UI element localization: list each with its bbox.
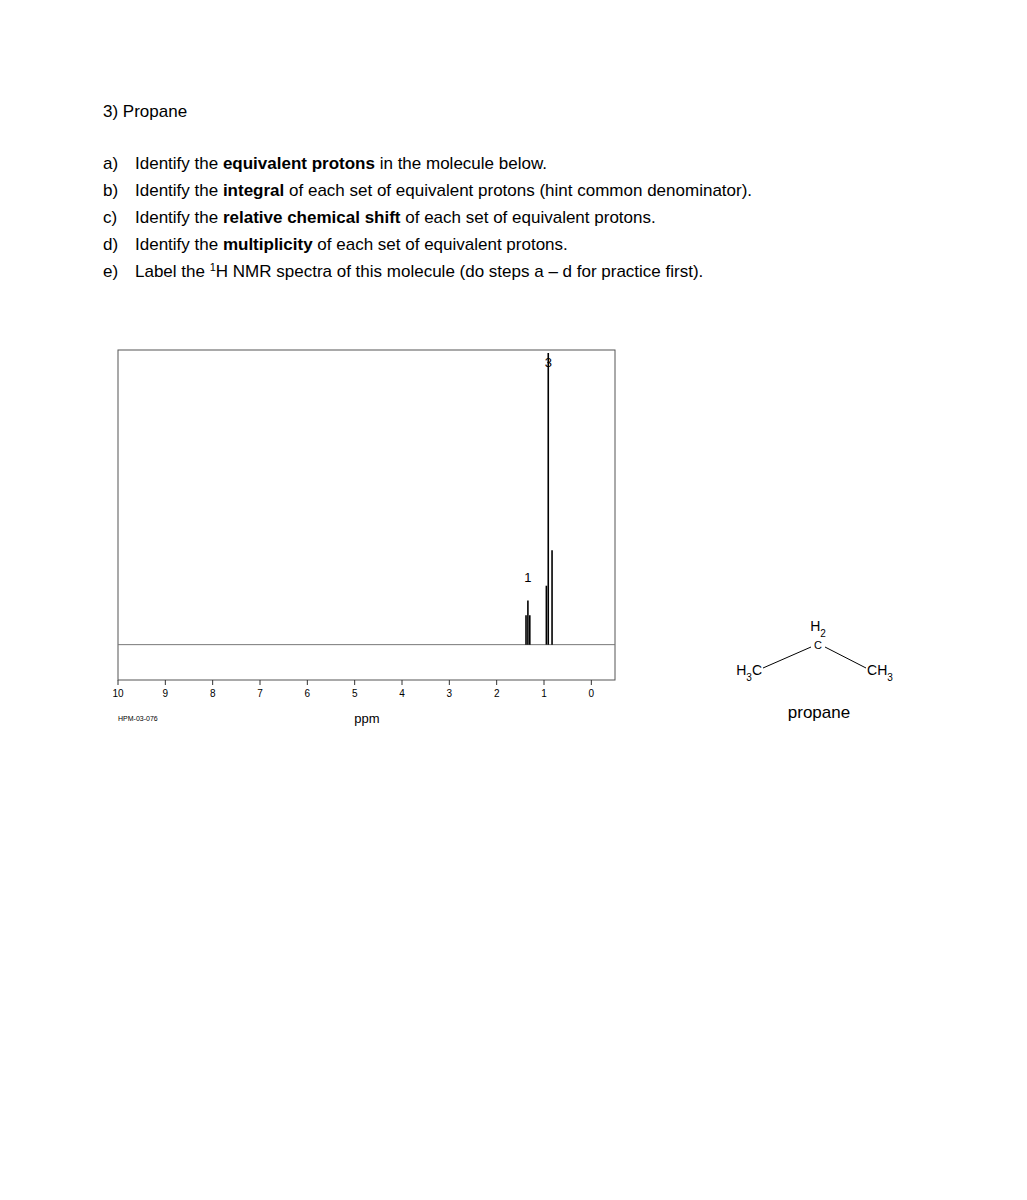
peak xyxy=(527,600,529,644)
question-part: H NMR spectra of this molecule (do steps… xyxy=(216,262,704,281)
peak xyxy=(546,586,548,645)
page: 3) Propane a) Identify the equivalent prot… xyxy=(0,0,1027,1200)
atom-right: CH3 xyxy=(867,662,893,683)
question-part: of each set of equivalent protons. xyxy=(401,208,656,227)
question-part: integral xyxy=(223,181,284,200)
question-letter: c) xyxy=(103,208,117,227)
question-part: multiplicity xyxy=(223,235,313,254)
x-tick xyxy=(307,680,308,685)
question-letter: d) xyxy=(103,235,118,254)
x-tick-label: 5 xyxy=(352,688,358,699)
question-part: relative chemical shift xyxy=(223,208,401,227)
peak xyxy=(529,615,531,644)
subscript: 3 xyxy=(887,672,893,683)
x-axis-label: ppm xyxy=(354,711,379,726)
char: H xyxy=(877,662,887,678)
question-part: of each set of equivalent protons. xyxy=(313,235,568,254)
x-tick xyxy=(212,680,213,685)
question-letter: a) xyxy=(103,154,118,173)
caption: HPM-03-076 xyxy=(118,715,158,722)
atom-center-h: H2 xyxy=(810,618,826,639)
question-text: Identify the relative chemical shift of … xyxy=(135,208,656,227)
x-tick xyxy=(354,680,355,685)
x-tick xyxy=(544,680,545,685)
question-letter: e) xyxy=(103,262,118,281)
x-tick xyxy=(496,680,497,685)
x-tick-label: 4 xyxy=(399,688,405,699)
molecule-name: propane xyxy=(788,703,850,722)
question-text: Identify the multiplicity of each set of… xyxy=(135,235,568,254)
x-tick xyxy=(591,680,592,685)
question-part: Identify the xyxy=(135,235,223,254)
baseline xyxy=(118,644,615,645)
char: H xyxy=(810,618,820,634)
bond xyxy=(825,647,866,668)
x-tick xyxy=(260,680,261,685)
x-tick-label: 8 xyxy=(210,688,216,699)
question-part: Label the xyxy=(135,262,210,281)
question-part: equivalent protons xyxy=(223,154,375,173)
x-tick xyxy=(402,680,403,685)
question-part: Identify the xyxy=(135,208,223,227)
question-letter: b) xyxy=(103,181,118,200)
x-tick-label: 9 xyxy=(163,688,169,699)
peak xyxy=(547,353,549,645)
question-text: Label the 1H NMR spectra of this molecul… xyxy=(135,261,703,281)
x-tick-label: 1 xyxy=(541,688,547,699)
peak xyxy=(551,550,553,644)
plot-area xyxy=(118,353,615,645)
title: 3) Propane xyxy=(103,102,187,121)
plot-frame xyxy=(118,350,615,680)
question-text: Identify the equivalent protons in the m… xyxy=(135,154,547,173)
x-tick xyxy=(118,680,119,685)
x-tick-label: 2 xyxy=(494,688,500,699)
atom-center: C xyxy=(814,639,822,651)
char: C xyxy=(867,662,877,678)
char: C xyxy=(752,662,762,678)
question-part: in the molecule below. xyxy=(375,154,547,173)
question-part: Identify the xyxy=(135,181,223,200)
x-tick-label: 6 xyxy=(305,688,311,699)
x-tick-label: 0 xyxy=(589,688,595,699)
question-text: Identify the integral of each set of equ… xyxy=(135,181,752,200)
char: H xyxy=(736,662,746,678)
question-part: Identify the xyxy=(135,154,223,173)
question-part: of each set of equivalent protons (hint … xyxy=(284,181,752,200)
peak xyxy=(525,615,527,644)
bond xyxy=(763,647,811,668)
atom-left: H3C xyxy=(736,662,762,683)
x-tick xyxy=(165,680,166,685)
subscript: 2 xyxy=(820,628,826,639)
x-tick-label: 10 xyxy=(112,688,124,699)
x-tick-label: 7 xyxy=(257,688,263,699)
integral-label: 3 xyxy=(545,355,552,370)
x-tick xyxy=(449,680,450,685)
x-tick-label: 3 xyxy=(447,688,453,699)
integral-label: 1 xyxy=(524,570,531,585)
